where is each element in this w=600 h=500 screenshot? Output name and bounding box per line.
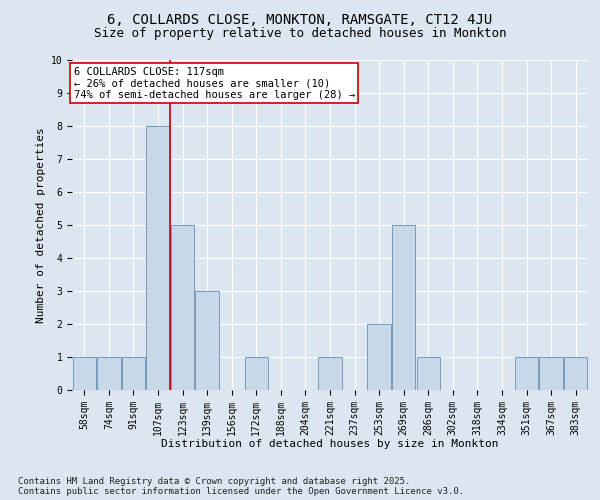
Bar — [146, 126, 170, 390]
Text: Size of property relative to detached houses in Monkton: Size of property relative to detached ho… — [94, 28, 506, 40]
Bar — [539, 357, 563, 390]
X-axis label: Distribution of detached houses by size in Monkton: Distribution of detached houses by size … — [161, 439, 499, 449]
Bar — [367, 324, 391, 390]
Bar — [319, 357, 341, 390]
Bar — [122, 357, 145, 390]
Text: 6, COLLARDS CLOSE, MONKTON, RAMSGATE, CT12 4JU: 6, COLLARDS CLOSE, MONKTON, RAMSGATE, CT… — [107, 12, 493, 26]
Text: 6 COLLARDS CLOSE: 117sqm
← 26% of detached houses are smaller (10)
74% of semi-d: 6 COLLARDS CLOSE: 117sqm ← 26% of detach… — [74, 66, 355, 100]
Bar — [515, 357, 538, 390]
Bar — [73, 357, 96, 390]
Bar — [392, 225, 415, 390]
Bar — [416, 357, 440, 390]
Text: Contains HM Land Registry data © Crown copyright and database right 2025.
Contai: Contains HM Land Registry data © Crown c… — [18, 476, 464, 496]
Bar — [564, 357, 587, 390]
Y-axis label: Number of detached properties: Number of detached properties — [37, 127, 46, 323]
Bar — [97, 357, 121, 390]
Bar — [245, 357, 268, 390]
Bar — [196, 291, 219, 390]
Bar — [171, 225, 194, 390]
